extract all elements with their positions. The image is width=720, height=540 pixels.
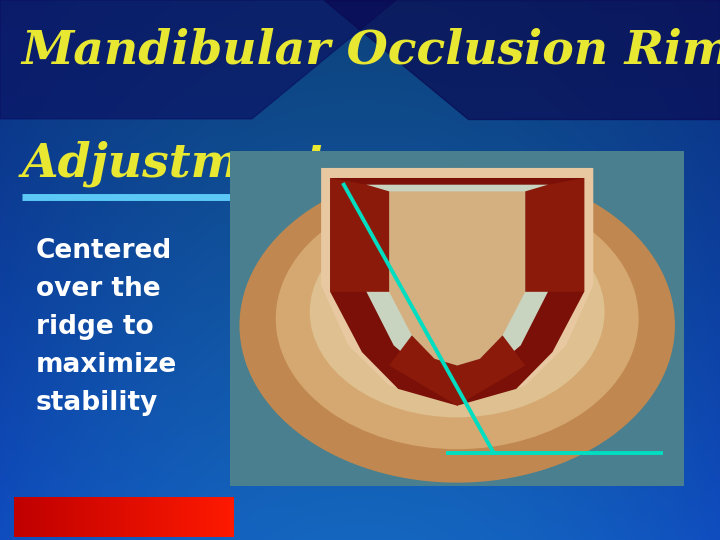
PathPatch shape	[330, 178, 584, 406]
PathPatch shape	[321, 168, 593, 406]
Text: Centered
over the
ridge to
maximize
stability: Centered over the ridge to maximize stab…	[36, 238, 177, 416]
Ellipse shape	[276, 188, 639, 449]
PathPatch shape	[389, 191, 526, 366]
PathPatch shape	[366, 185, 548, 382]
Ellipse shape	[240, 168, 675, 483]
PathPatch shape	[526, 178, 584, 292]
Text: Mandibular Occlusion Rim: Mandibular Occlusion Rim	[22, 27, 720, 73]
PathPatch shape	[389, 335, 526, 406]
PathPatch shape	[330, 178, 389, 292]
Polygon shape	[324, 0, 720, 119]
Polygon shape	[0, 0, 396, 119]
Ellipse shape	[310, 206, 605, 417]
Text: Adjustment: Adjustment	[22, 140, 328, 187]
